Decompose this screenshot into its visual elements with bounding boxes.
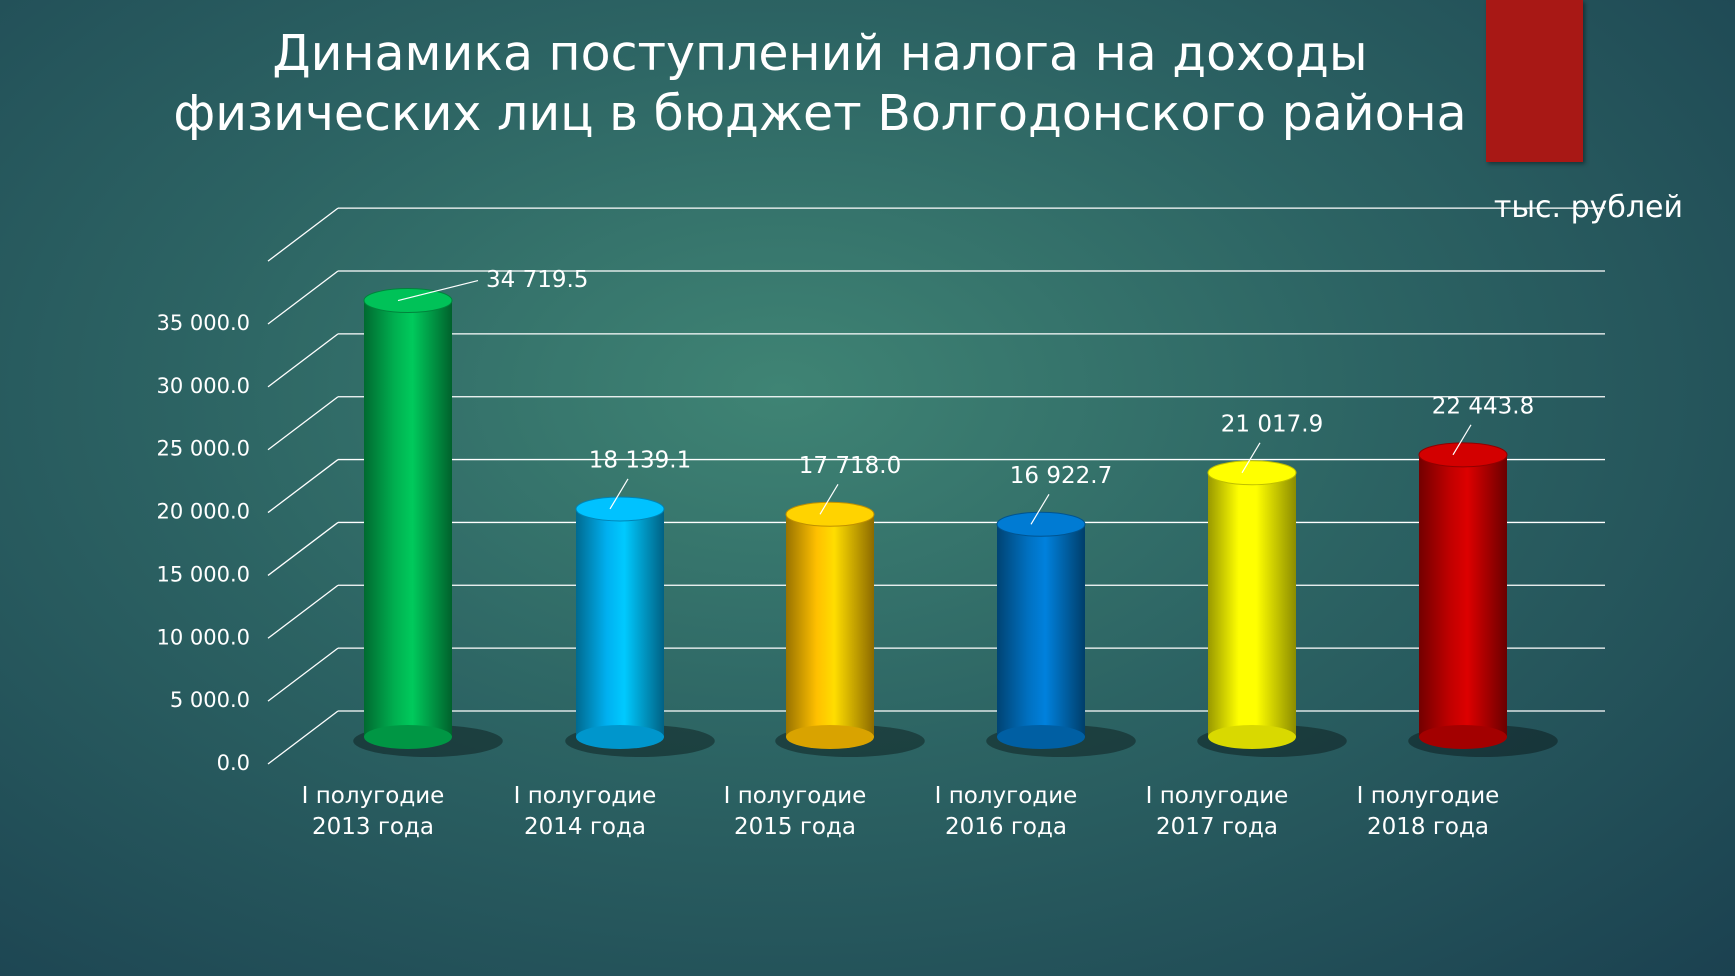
y-tick-label: 30 000.0 [156, 374, 250, 398]
bar [997, 524, 1085, 737]
x-tick-label: I полугодие 2016 года [934, 783, 1078, 840]
leader-line [397, 279, 479, 302]
bar-top [575, 496, 665, 522]
leader-line [1030, 493, 1050, 525]
y-tick-label: 35 000.0 [156, 311, 250, 335]
bar-top [1418, 442, 1508, 468]
grid-line [267, 396, 339, 451]
bar [786, 514, 874, 737]
grid-line [267, 584, 339, 639]
x-tick-label: I полугодие 2015 года [723, 783, 867, 840]
y-tick-label: 25 000.0 [156, 437, 250, 461]
title-line: Динамика поступлений налога на доходы [272, 25, 1368, 82]
data-label: 16 922.7 [1010, 463, 1112, 489]
bar-bottom [997, 725, 1085, 749]
grid-line [267, 459, 339, 514]
y-tick-label: 5 000.0 [170, 688, 250, 712]
bar [576, 508, 664, 737]
bar [1419, 454, 1507, 737]
leader-line [609, 478, 629, 510]
leader-line [1452, 424, 1472, 456]
y-tick-label: 10 000.0 [156, 625, 250, 649]
y-tick-label: 20 000.0 [156, 500, 250, 524]
frame [267, 207, 339, 262]
grid-line [267, 710, 339, 765]
x-tick-label: I полугодие 2017 года [1145, 783, 1289, 840]
decoration [1486, 0, 1583, 162]
grid-line [267, 270, 339, 325]
grid-line [267, 333, 339, 388]
y-tick-label: 0.0 [217, 751, 250, 775]
data-label: 22 443.8 [1432, 393, 1534, 419]
x-tick-label: I полугодие 2013 года [301, 783, 445, 840]
grid-line [267, 647, 339, 702]
y-tick-label: 15 000.0 [156, 562, 250, 586]
bar [364, 300, 452, 737]
x-tick-label: I полугодие 2018 года [1356, 783, 1500, 840]
bar-top [1207, 460, 1297, 486]
x-tick-label: I полугодие 2014 года [513, 783, 657, 840]
leader-line [1241, 442, 1261, 474]
bar [1208, 472, 1296, 737]
bar-bottom [364, 725, 452, 749]
data-label: 21 017.9 [1221, 411, 1323, 437]
bar-top [996, 511, 1086, 537]
data-label: 18 139.1 [589, 447, 691, 473]
bar-bottom [576, 725, 664, 749]
data-label: 34 719.5 [486, 267, 588, 293]
leader-line [819, 483, 839, 515]
bar-bottom [1208, 725, 1296, 749]
bar-top [363, 288, 453, 314]
data-label: 17 718.0 [799, 453, 901, 479]
bar-top [785, 501, 875, 527]
bar-bottom [1419, 725, 1507, 749]
title-line: физических лиц в бюджет Волгодонского ра… [173, 85, 1467, 142]
grid-line [267, 521, 339, 576]
bar-bottom [786, 725, 874, 749]
